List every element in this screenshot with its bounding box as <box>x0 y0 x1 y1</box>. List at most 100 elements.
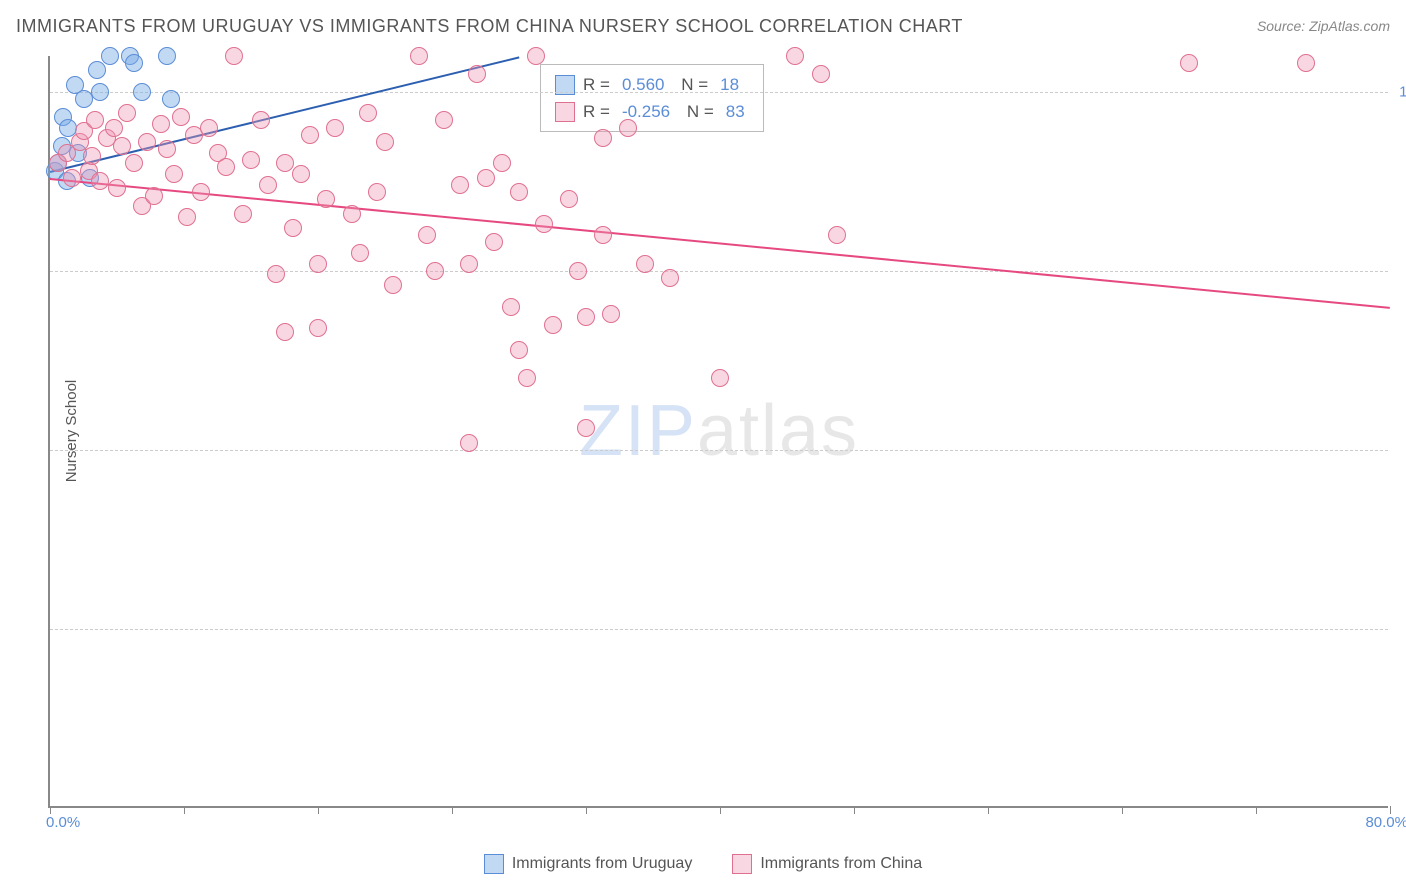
data-point <box>435 111 453 129</box>
data-point <box>252 111 270 129</box>
data-point <box>133 83 151 101</box>
data-point <box>477 169 495 187</box>
legend-row-china: R = -0.256 N = 83 <box>555 98 749 125</box>
x-tick <box>318 806 319 814</box>
r-value-uruguay: 0.560 <box>622 71 665 98</box>
data-point <box>661 269 679 287</box>
x-tick <box>854 806 855 814</box>
data-point <box>468 65 486 83</box>
data-point <box>101 47 119 65</box>
x-tick <box>50 806 51 814</box>
data-point <box>1180 54 1198 72</box>
n-value-uruguay: 18 <box>720 71 739 98</box>
data-point <box>192 183 210 201</box>
x-axis-labels: 0.0% 80.0% <box>50 814 1388 834</box>
data-point <box>83 147 101 165</box>
data-point <box>560 190 578 208</box>
data-point <box>786 47 804 65</box>
data-point <box>317 190 335 208</box>
data-point <box>451 176 469 194</box>
chart-source: Source: ZipAtlas.com <box>1257 18 1390 34</box>
data-point <box>594 226 612 244</box>
x-tick <box>184 806 185 814</box>
data-point <box>309 319 327 337</box>
data-point <box>158 47 176 65</box>
x-label-min: 0.0% <box>46 814 80 831</box>
data-point <box>200 119 218 137</box>
watermark-part2: atlas <box>697 391 859 471</box>
data-point <box>812 65 830 83</box>
data-point <box>108 179 126 197</box>
data-point <box>125 154 143 172</box>
data-point <box>105 119 123 137</box>
data-point <box>63 169 81 187</box>
data-point <box>577 308 595 326</box>
data-point <box>118 104 136 122</box>
data-point <box>410 47 428 65</box>
scatter-chart: Nursery School ZIPatlas R = 0.560 N = 18… <box>48 56 1388 808</box>
data-point <box>577 419 595 437</box>
data-point <box>619 119 637 137</box>
chart-title: IMMIGRANTS FROM URUGUAY VS IMMIGRANTS FR… <box>16 16 963 37</box>
data-point <box>91 83 109 101</box>
watermark: ZIPatlas <box>579 390 859 472</box>
data-point <box>510 341 528 359</box>
data-point <box>259 176 277 194</box>
data-point <box>594 129 612 147</box>
data-point <box>376 133 394 151</box>
x-tick <box>586 806 587 814</box>
data-point <box>460 255 478 273</box>
data-point <box>225 47 243 65</box>
data-point <box>418 226 436 244</box>
data-point <box>284 219 302 237</box>
data-point <box>527 47 545 65</box>
data-point <box>152 115 170 133</box>
data-point <box>162 90 180 108</box>
data-point <box>165 165 183 183</box>
data-point <box>88 61 106 79</box>
data-point <box>234 205 252 223</box>
n-value-china: 83 <box>726 98 745 125</box>
data-point <box>485 233 503 251</box>
data-point <box>309 255 327 273</box>
data-point <box>602 305 620 323</box>
data-point <box>535 215 553 233</box>
x-tick <box>988 806 989 814</box>
data-point <box>158 140 176 158</box>
data-point <box>426 262 444 280</box>
data-point <box>145 187 163 205</box>
x-tick <box>1122 806 1123 814</box>
chart-header: IMMIGRANTS FROM URUGUAY VS IMMIGRANTS FR… <box>0 0 1406 48</box>
data-point <box>301 126 319 144</box>
gridline-h <box>50 629 1388 630</box>
legend-label-china: Immigrants from China <box>760 855 922 873</box>
data-point <box>343 205 361 223</box>
data-point <box>326 119 344 137</box>
data-point <box>636 255 654 273</box>
data-point <box>1297 54 1315 72</box>
x-label-max: 80.0% <box>1365 814 1406 831</box>
data-point <box>510 183 528 201</box>
data-point <box>113 137 131 155</box>
data-point <box>217 158 235 176</box>
data-point <box>138 133 156 151</box>
data-point <box>493 154 511 172</box>
gridline-h <box>50 450 1388 451</box>
x-tick <box>720 806 721 814</box>
data-point <box>502 298 520 316</box>
data-point <box>172 108 190 126</box>
legend-row-uruguay: R = 0.560 N = 18 <box>555 71 749 98</box>
x-tick <box>452 806 453 814</box>
data-point <box>125 54 143 72</box>
x-tick <box>1390 806 1391 814</box>
data-point <box>75 90 93 108</box>
watermark-part1: ZIP <box>579 391 697 471</box>
legend-label-uruguay: Immigrants from Uruguay <box>512 855 693 873</box>
data-point <box>518 369 536 387</box>
data-point <box>276 323 294 341</box>
data-point <box>178 208 196 226</box>
y-axis-title: Nursery School <box>63 380 80 483</box>
data-point <box>384 276 402 294</box>
data-point <box>242 151 260 169</box>
gridline-h <box>50 271 1388 272</box>
